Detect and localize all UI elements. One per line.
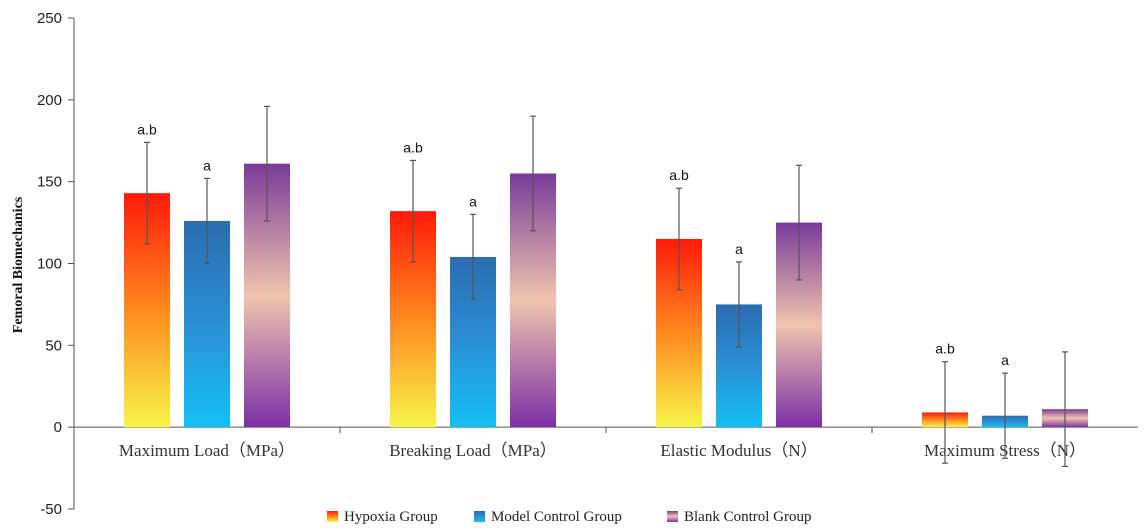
data-annotation: a.b	[403, 139, 423, 155]
legend-label: Blank Control Group	[684, 509, 812, 525]
x-tick-label: Elastic Modulus（N）	[660, 441, 817, 460]
legend-swatch	[474, 511, 485, 522]
data-annotation: a.b	[137, 121, 157, 137]
data-annotation: a	[469, 193, 477, 209]
legend-swatch	[667, 511, 678, 522]
y-tick-label: 50	[45, 337, 62, 354]
x-tick-label: Maximum Load（MPa）	[119, 441, 295, 460]
y-tick-label: 250	[37, 10, 62, 27]
y-tick-label: 100	[37, 256, 62, 273]
legend-swatch	[327, 511, 338, 522]
y-tick-label: 200	[37, 92, 62, 109]
data-annotation: a	[1001, 352, 1009, 368]
data-annotation: a	[735, 241, 743, 257]
y-tick-label: 0	[54, 419, 62, 436]
data-annotation: a.b	[669, 167, 689, 183]
data-annotation: a	[203, 157, 211, 173]
bars	[124, 164, 1088, 428]
legend-label: Model Control Group	[491, 509, 622, 525]
x-tick-label: Breaking Load（MPa）	[389, 441, 557, 460]
y-axis-label: Femoral Biomechanics	[11, 196, 26, 333]
y-tick-label: -50	[40, 501, 62, 518]
y-tick-label: 150	[37, 174, 62, 191]
legend-label: Hypoxia Group	[344, 509, 438, 525]
legend: Hypoxia Group Model Control Group Blank Co…	[327, 509, 812, 525]
data-annotation: a.b	[935, 341, 955, 357]
